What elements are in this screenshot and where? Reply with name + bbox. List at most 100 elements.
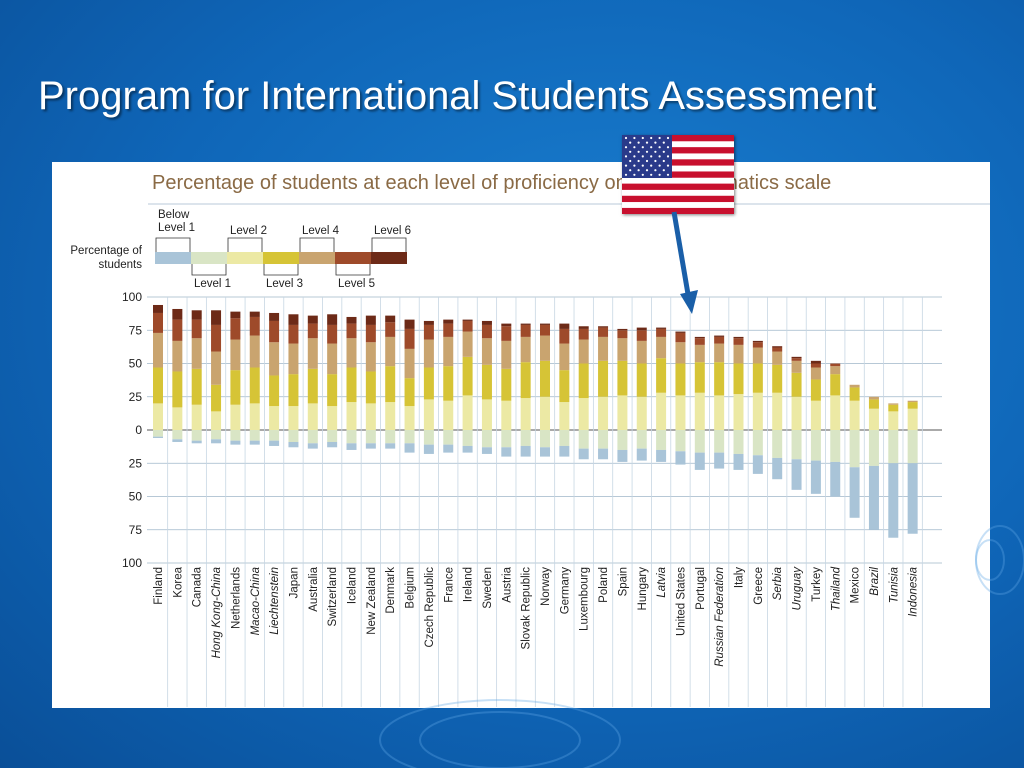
bar-segment-below1	[327, 441, 338, 448]
bar-segment-below1	[675, 451, 686, 465]
bar-segment-level4	[269, 342, 280, 376]
bar-segment-level5	[462, 320, 473, 332]
category-label: Serbia	[772, 567, 784, 600]
bar-segment-level5	[559, 328, 570, 344]
bar-segment-below1	[636, 448, 647, 461]
chart-bars	[153, 304, 918, 538]
category-label: Hungary	[637, 567, 649, 611]
bar-switzerland	[327, 314, 338, 448]
category-label: Thailand	[830, 566, 842, 611]
bar-segment-level2	[153, 403, 163, 430]
bar-segment-level1	[269, 430, 280, 441]
bar-segment-below1	[501, 447, 512, 457]
bar-segment-level2	[462, 395, 473, 430]
bar-greece	[752, 340, 763, 474]
category-label: Portugal	[695, 567, 707, 610]
bar-segment-level1	[501, 430, 512, 448]
bar-segment-level6	[694, 336, 705, 339]
bar-korea	[172, 308, 183, 442]
bar-brazil	[868, 396, 879, 530]
category-label: Greece	[753, 567, 765, 605]
bar-sweden	[481, 320, 492, 454]
legend-swatch-level2	[227, 252, 263, 264]
bar-czech-republic	[423, 320, 434, 454]
bar-segment-level4	[578, 339, 589, 364]
bar-segment-level6	[288, 314, 299, 325]
bar-segment-level1	[191, 430, 202, 441]
bar-segment-below1	[694, 452, 705, 470]
bar-segment-level4	[249, 335, 260, 368]
bar-segment-level1	[365, 430, 376, 444]
category-label: Mexico	[850, 567, 862, 603]
bar-segment-level5	[481, 324, 492, 339]
bar-new-zealand	[365, 315, 376, 449]
bar-segment-level6	[656, 327, 667, 329]
bar-segment-level2	[888, 411, 899, 430]
bar-serbia	[772, 346, 783, 480]
category-label: Iceland	[347, 567, 359, 604]
bar-segment-below1	[462, 445, 473, 453]
bar-segment-level1	[423, 430, 434, 445]
bar-segment-level1	[772, 430, 783, 458]
bar-segment-level3	[849, 387, 860, 401]
bar-segment-level1	[172, 430, 183, 440]
bar-tunisia	[888, 403, 899, 538]
bar-segment-level4	[733, 344, 744, 364]
bar-segment-level6	[733, 336, 744, 339]
bar-segment-level3	[907, 402, 918, 409]
bar-segment-level6	[791, 356, 802, 359]
bar-norway	[540, 323, 550, 457]
bar-ireland	[462, 319, 473, 453]
legend-label-level1: Level 1	[194, 278, 231, 290]
bar-segment-level2	[404, 406, 415, 430]
category-label: Luxembourg	[579, 567, 591, 631]
bar-segment-level4	[288, 343, 299, 375]
bar-segment-level6	[520, 323, 531, 325]
bar-segment-level6	[462, 319, 473, 321]
bar-segment-level1	[733, 430, 744, 454]
bar-segment-level1	[153, 430, 163, 437]
bar-segment-level4	[772, 351, 783, 365]
bar-segment-level5	[423, 324, 434, 340]
bar-segment-level2	[385, 402, 396, 430]
bar-segment-level3	[443, 366, 454, 401]
bar-segment-level6	[385, 315, 396, 323]
category-label: Russian Federation	[714, 567, 726, 667]
y-tick-label: 100	[122, 556, 142, 570]
bar-segment-level3	[791, 372, 802, 397]
bar-segment-level5	[172, 319, 183, 341]
bar-macao-china	[249, 311, 260, 445]
bar-segment-level5	[327, 324, 338, 344]
bar-segment-level6	[269, 312, 280, 321]
category-label: Italy	[734, 567, 746, 588]
bar-segment-level5	[675, 332, 686, 343]
bar-segment-level2	[675, 395, 686, 430]
bar-segment-level6	[365, 315, 376, 325]
bar-segment-level5	[211, 324, 222, 352]
bar-segment-level4	[752, 347, 763, 364]
bar-segment-level1	[714, 430, 725, 453]
bar-segment-level2	[868, 408, 879, 430]
bar-latvia	[656, 327, 667, 462]
bar-segment-level1	[211, 430, 222, 440]
legend-swatch-level5	[335, 252, 371, 264]
legend-label-level6: Level 6	[374, 225, 411, 237]
bar-segment-level2	[423, 399, 434, 430]
bar-segment-level3	[617, 360, 628, 396]
bar-segment-level5	[288, 324, 299, 344]
legend-label-below1: Below Level 1	[158, 209, 195, 234]
category-label: New Zealand	[366, 567, 378, 635]
category-label: France	[443, 567, 455, 603]
bar-segment-level3	[481, 364, 492, 400]
bar-segment-below1	[520, 445, 531, 457]
bar-segment-level5	[733, 338, 744, 345]
bar-segment-level1	[443, 430, 454, 445]
bar-segment-below1	[907, 463, 918, 534]
bar-segment-level4	[598, 336, 609, 361]
bar-segment-level6	[249, 311, 260, 317]
bar-segment-level5	[191, 319, 202, 339]
bar-segment-level3	[772, 364, 783, 393]
category-label: Finland	[153, 567, 165, 605]
bar-segment-level4	[191, 338, 202, 369]
category-label: Germany	[559, 567, 571, 615]
